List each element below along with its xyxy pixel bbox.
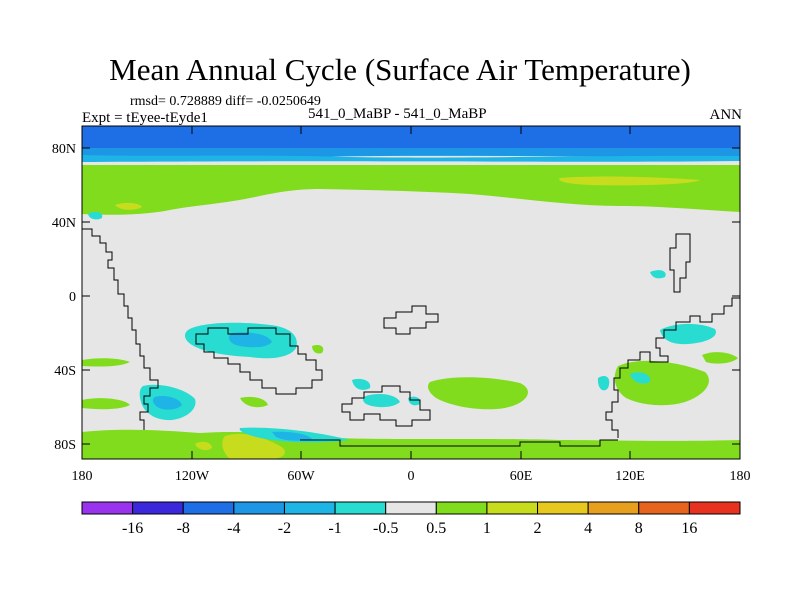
colorbar-swatch [81, 501, 134, 515]
cool-patch-core [152, 395, 182, 410]
x-tick-label: 0 [408, 469, 415, 484]
arctic-band-mid [82, 148, 740, 158]
coastline-west-continent [82, 228, 159, 430]
colorbar-swatch [688, 501, 741, 515]
arctic-band-dark [82, 126, 740, 148]
north-yellow-patch [559, 176, 700, 186]
x-tick-label: 120W [175, 469, 210, 484]
cool-patch [650, 270, 666, 279]
colorbar-label: -8 [177, 520, 190, 537]
y-tick-label: 40S [54, 364, 76, 379]
colorbar-label: -0.5 [373, 520, 398, 537]
north-yellow-patch [115, 202, 142, 210]
warm-patch [428, 377, 528, 410]
coastline-polar-shelf [300, 439, 618, 447]
coastline-east-peninsula [669, 233, 691, 293]
coastline-small-island [383, 305, 439, 335]
arctic-band-cyan [82, 155, 740, 162]
colorbar-swatch [587, 501, 640, 515]
colorbar-label: 16 [681, 520, 697, 537]
colorbar-swatch [385, 501, 437, 515]
colorbar-label: 8 [635, 520, 643, 537]
season-label: ANN [709, 107, 743, 123]
cool-patch-core [228, 332, 272, 348]
colorbar-swatch [435, 501, 488, 515]
axis-ticks [81, 126, 741, 459]
x-tick-label: 60E [510, 469, 533, 484]
warm-patch [82, 358, 130, 367]
colorbar-swatch [334, 501, 387, 515]
y-tick-label: 80N [52, 142, 76, 157]
south-yellow-patch [222, 433, 285, 459]
colorbar-label: -2 [278, 520, 291, 537]
colorbar-swatch [132, 501, 184, 515]
colorbar-label: -1 [328, 520, 341, 537]
x-tick-label: 180 [72, 469, 93, 484]
colorbar-label: -4 [227, 520, 240, 537]
warm-patch [82, 398, 130, 410]
colorbar-label: 2 [534, 520, 542, 537]
colorbar-label: 0.5 [426, 520, 446, 537]
y-tick-label: 80S [54, 438, 76, 453]
colorbar: -16 -8 -4 -2 -1 -0.5 0.5 1 2 4 8 16 [81, 501, 741, 537]
y-tick-label: 0 [69, 290, 76, 305]
colorbar-label: 4 [584, 520, 592, 537]
coastline-inner-basin [195, 327, 323, 395]
coastline-south-island [341, 385, 431, 427]
cool-patch [597, 376, 610, 391]
run-label: 541_0_MaBP - 541_0_MaBP [308, 106, 487, 122]
colorbar-swatch [283, 501, 336, 515]
stats-label: rmsd= 0.728889 diff= -0.0250649 [130, 94, 321, 109]
colorbar-swatch [182, 501, 235, 515]
x-tick-label: 60W [287, 469, 315, 484]
colorbar-swatch [233, 501, 285, 515]
warm-patch [702, 352, 738, 364]
coastline-east-continent [605, 297, 740, 438]
colorbar-swatch [638, 501, 690, 515]
warm-patch [240, 396, 268, 408]
colorbar-label: -16 [122, 520, 143, 537]
cool-patch [408, 396, 421, 406]
cool-patch [660, 323, 716, 345]
x-tick-label: 180 [730, 469, 751, 484]
colorbar-swatch [486, 501, 539, 515]
experiment-label: Expt = tEyee-tEyde1 [82, 110, 208, 126]
cool-patch [630, 372, 651, 384]
colorbar-swatch [537, 501, 589, 515]
y-tick-label: 40N [52, 216, 76, 231]
map-field [82, 126, 740, 459]
cool-patch [363, 394, 400, 408]
south-yellow-patch [195, 441, 212, 451]
south-cool-strip-core [272, 431, 312, 441]
warm-patch [312, 344, 324, 354]
coastlines [82, 228, 740, 447]
plot-title: Mean Annual Cycle (Surface Air Temperatu… [109, 52, 691, 87]
cool-patch [352, 378, 371, 390]
north-cyan-patch [88, 211, 103, 220]
x-tick-label: 120E [615, 469, 645, 484]
colorbar-label: 1 [483, 520, 491, 537]
warm-patch [614, 360, 709, 406]
